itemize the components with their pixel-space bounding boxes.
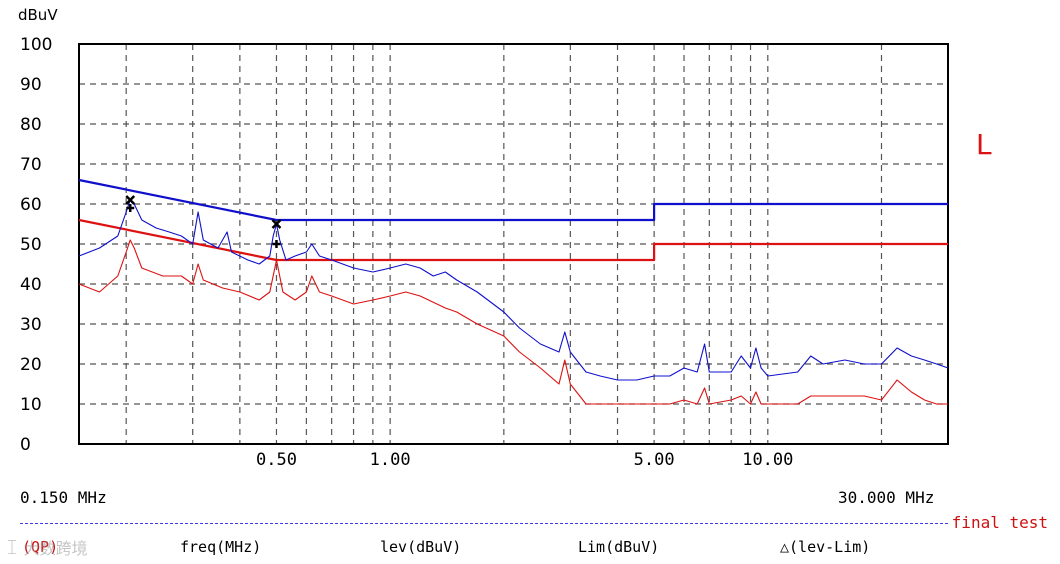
x-tick-label: 0.50 bbox=[256, 450, 297, 470]
y-tick-label: 0 bbox=[20, 435, 31, 455]
x-tick-labels: 0.50 1.00 5.00 10.00 bbox=[256, 450, 793, 470]
y-tick-label: 30 bbox=[20, 315, 42, 335]
series-layer bbox=[78, 178, 949, 405]
peak-marker-plus bbox=[126, 204, 135, 212]
x-tick-label: 10.00 bbox=[742, 450, 793, 470]
measurement-trace-2 bbox=[78, 199, 949, 381]
peak-marker-plus bbox=[272, 240, 281, 248]
peak-marker-x bbox=[125, 195, 136, 205]
footer-col-qp: (QP) bbox=[22, 538, 59, 556]
footer-col-freq: freq(MHz) bbox=[180, 538, 262, 556]
y-tick-label: 70 bbox=[20, 155, 42, 175]
y-tick-label: 50 bbox=[20, 235, 42, 255]
y-tick-label: 10 bbox=[20, 395, 42, 415]
measurement-trace-3 bbox=[78, 239, 948, 405]
peak-marker-x bbox=[271, 219, 282, 229]
y-tick-label: 90 bbox=[20, 75, 42, 95]
limit-line-0 bbox=[78, 178, 948, 222]
footer-divider bbox=[20, 523, 948, 524]
y-tick-label: 20 bbox=[20, 355, 42, 375]
x-end-label: 30.000 MHz bbox=[838, 488, 934, 507]
footer-col-lev: lev(dBuV) bbox=[380, 538, 462, 556]
limit-line-1 bbox=[78, 218, 948, 262]
footer-col-lim: Lim(dBuV) bbox=[578, 538, 660, 556]
watermark-logo: ꀤ 大数跨境 bbox=[6, 539, 88, 558]
y-unit-label: dBuV bbox=[18, 6, 58, 24]
x-tick-label: 5.00 bbox=[634, 450, 675, 470]
x-start-label: 0.150 MHz bbox=[20, 488, 107, 507]
y-tick-label: 40 bbox=[20, 275, 42, 295]
marker-layer bbox=[125, 195, 282, 248]
final-test-label: final test bbox=[951, 513, 1048, 532]
x-tick-label: 1.00 bbox=[370, 450, 411, 470]
footer-col-delta: △(lev-Lim) bbox=[780, 538, 871, 556]
watermark-text: 大数跨境 bbox=[23, 539, 88, 558]
trace-label: L bbox=[976, 128, 992, 161]
y-tick-label: 80 bbox=[20, 115, 42, 135]
y-tick-label: 100 bbox=[20, 35, 52, 55]
y-tick-label: 60 bbox=[20, 195, 42, 215]
